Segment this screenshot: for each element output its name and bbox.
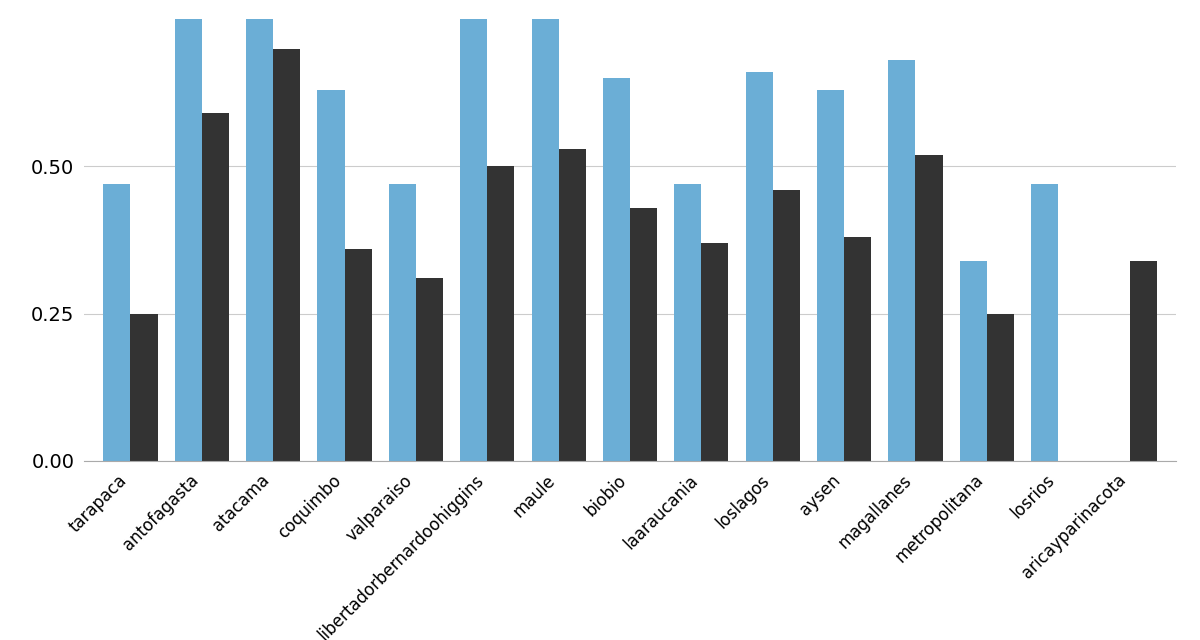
Bar [317, 90, 344, 461]
Bar [888, 60, 916, 461]
Bar [175, 19, 202, 461]
Bar [960, 260, 986, 461]
Bar [674, 184, 701, 461]
Bar [389, 184, 416, 461]
Bar [131, 314, 157, 461]
Bar [630, 207, 658, 461]
Bar [817, 90, 844, 461]
Bar [745, 72, 773, 461]
Bar [460, 19, 487, 461]
Bar [773, 190, 800, 461]
Bar [916, 155, 943, 461]
Bar [986, 314, 1014, 461]
Bar [202, 113, 229, 461]
Bar [416, 278, 443, 461]
Bar [1129, 260, 1157, 461]
Bar [532, 19, 559, 461]
Bar [487, 166, 515, 461]
Bar [344, 249, 372, 461]
Bar [701, 243, 728, 461]
Bar [602, 78, 630, 461]
Bar [246, 19, 274, 461]
Bar [1031, 184, 1058, 461]
Bar [559, 148, 586, 461]
Bar [103, 184, 131, 461]
Bar [844, 237, 871, 461]
Bar [274, 49, 300, 461]
